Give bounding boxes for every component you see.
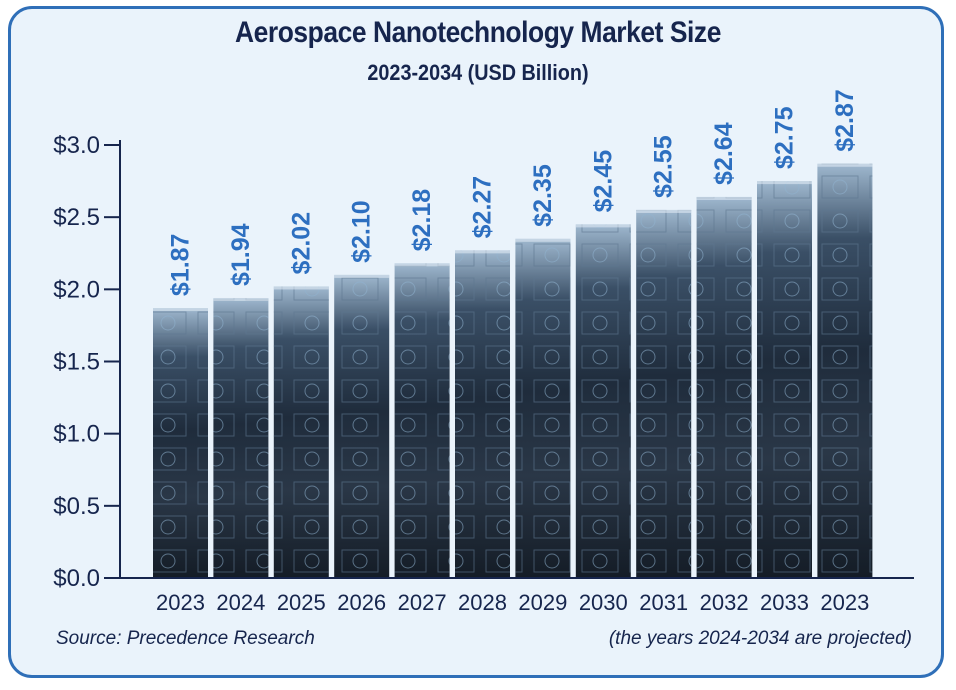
value-label: $2.64 — [710, 122, 738, 185]
chart-title: Aerospace Nanotechnology Market Size — [235, 16, 721, 49]
x-tick-label: 2024 — [216, 590, 265, 615]
bar — [817, 163, 873, 578]
value-label: $2.10 — [348, 200, 376, 263]
projection-note: (the years 2024-2034 are projected) — [608, 628, 912, 649]
bar — [696, 196, 752, 578]
y-tick-label: $1.0 — [53, 421, 100, 448]
value-label: $2.02 — [287, 212, 315, 275]
x-tick-label: 2029 — [518, 590, 567, 615]
value-labels-layer: $1.87 $1.94 $2.02 $2.10 $2.18 $2.27 $2.35 $2.45… — [167, 89, 859, 296]
y-tick-label: $0.5 — [53, 493, 100, 520]
value-label: $2.18 — [408, 189, 436, 252]
value-label: $2.35 — [529, 164, 557, 227]
value-label: $2.45 — [589, 150, 617, 213]
y-ticks-layer: $0.0 $0.5 $1.0 $1.5 $2.0 $2.5 $3.0 — [53, 132, 120, 592]
bar — [394, 263, 450, 578]
value-label: $1.87 — [167, 234, 195, 297]
bar — [575, 224, 631, 578]
bar — [757, 181, 812, 579]
bar — [213, 297, 269, 578]
y-tick-label: $3.0 — [53, 132, 100, 159]
x-tick-label: 2023 — [820, 590, 869, 615]
source-note: Source: Precedence Research — [56, 628, 315, 649]
x-tick-label: 2025 — [277, 590, 326, 615]
x-tick-label: 2027 — [398, 590, 447, 615]
bar — [334, 274, 390, 578]
x-ticks-layer: 2023 2024 2025 2026 2027 2028 2029 2030 2031 2032… — [156, 590, 869, 615]
value-label: $2.27 — [469, 176, 497, 239]
chart-subtitle: 2023-2034 (USD Billion) — [367, 60, 589, 85]
x-tick-label: 2023 — [156, 590, 205, 615]
value-label: $2.87 — [831, 89, 859, 152]
y-tick-label: $1.5 — [53, 349, 100, 376]
x-tick-label: 2030 — [579, 590, 628, 615]
y-tick-label: $2.0 — [53, 276, 100, 303]
x-tick-label: 2032 — [700, 590, 749, 615]
y-tick-label: $2.5 — [53, 204, 100, 231]
x-tick-label: 2028 — [458, 590, 507, 615]
bars-layer — [153, 163, 873, 579]
value-label: $1.94 — [227, 223, 255, 286]
x-tick-label: 2033 — [760, 590, 809, 615]
x-tick-label: 2026 — [337, 590, 386, 615]
y-tick-label: $0.0 — [53, 565, 100, 592]
x-tick-label: 2031 — [639, 590, 688, 615]
bar — [636, 209, 692, 578]
bar — [273, 286, 329, 578]
bar — [153, 308, 208, 578]
value-label: $2.55 — [650, 135, 678, 198]
bar — [455, 250, 510, 578]
value-label: $2.75 — [771, 106, 799, 169]
bar — [515, 238, 571, 579]
